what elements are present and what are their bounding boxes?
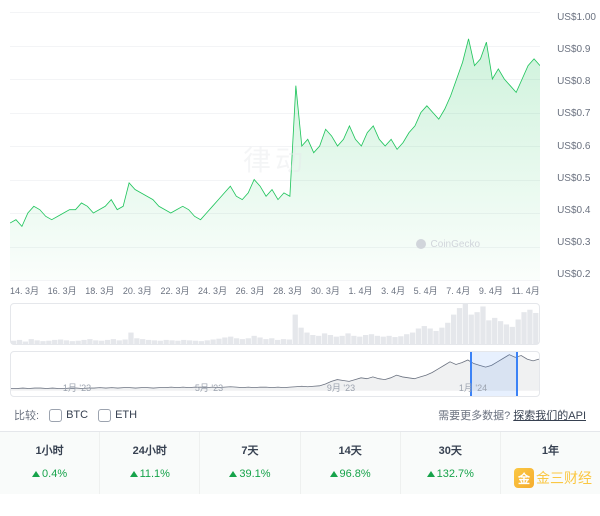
checkbox-icon [98,409,111,422]
compare-option-label: BTC [66,409,88,421]
range-x-axis: 1月 '23 5月 '23 9月 '23 1月 '24 [11,381,539,394]
y-tick: US$0.6 [557,141,596,152]
stat-24h[interactable]: 24小时 11.1% [100,432,200,494]
coingecko-watermark: CoinGecko [415,238,480,250]
stat-value: 132.7% [437,468,474,480]
range-selector[interactable]: 1月 '23 5月 '23 9月 '23 1月 '24 [10,351,540,397]
y-tick: US$0.7 [557,108,596,119]
range-x-tick: 1月 '24 [459,381,487,394]
checkbox-icon [49,409,62,422]
api-prompt-text: 需要更多数据? [438,410,510,422]
y-tick: US$0.4 [557,205,596,216]
volume-bars [11,304,539,344]
stat-value: 39.1% [239,468,270,480]
stat-value: 11.1% [140,468,170,480]
compare-row: 比较: BTC ETH 需要更多数据? 探索我们的API [0,399,600,431]
stat-label: 1小时 [4,442,95,458]
performance-stats: 1小时 0.4% 24小时 11.1% 7天 39.1% 14天 96.8% 3… [0,431,600,494]
stat-30d[interactable]: 30天 132.7% [401,432,501,494]
stat-label: 30天 [405,442,496,458]
arrow-up-icon [427,471,435,477]
compare-label: 比较: [14,407,39,423]
stat-1y[interactable]: 1年 [501,432,600,494]
stat-label: 24小时 [104,442,195,458]
arrow-up-icon [229,471,237,477]
volume-panel[interactable] [10,303,540,345]
watermark-center: 律动 [243,139,307,179]
stat-value: 96.8% [340,468,371,480]
main-price-chart[interactable]: US$1.00 US$0.9 US$0.8 US$0.7 US$0.6 US$0… [0,0,600,300]
arrow-up-icon [130,471,138,477]
stat-label: 14天 [305,442,396,458]
compare-checkbox-eth[interactable]: ETH [98,409,137,422]
stat-label: 1年 [505,442,596,458]
stat-1h[interactable]: 1小时 0.4% [0,432,100,494]
stat-label: 7天 [204,442,295,458]
range-x-tick: 5月 '23 [195,381,223,394]
y-tick: US$0.2 [557,269,596,280]
arrow-up-icon [32,471,40,477]
stat-14d[interactable]: 14天 96.8% [301,432,401,494]
compare-checkbox-btc[interactable]: BTC [49,409,88,422]
stat-7d[interactable]: 7天 39.1% [200,432,300,494]
y-tick: US$0.3 [557,237,596,248]
range-x-tick: 9月 '23 [327,381,355,394]
y-tick: US$1.00 [557,12,596,23]
y-tick: US$0.9 [557,44,596,55]
arrow-up-icon [330,471,338,477]
y-axis: US$1.00 US$0.9 US$0.8 US$0.7 US$0.6 US$0… [557,12,596,280]
y-tick: US$0.5 [557,173,596,184]
compare-option-label: ETH [115,409,137,421]
coingecko-icon [415,238,427,250]
watermark-text: CoinGecko [431,239,480,250]
range-x-tick: 1月 '23 [63,381,91,394]
y-tick: US$0.8 [557,76,596,87]
stat-value: 0.4% [42,468,67,480]
api-link[interactable]: 探索我们的API [513,410,586,422]
